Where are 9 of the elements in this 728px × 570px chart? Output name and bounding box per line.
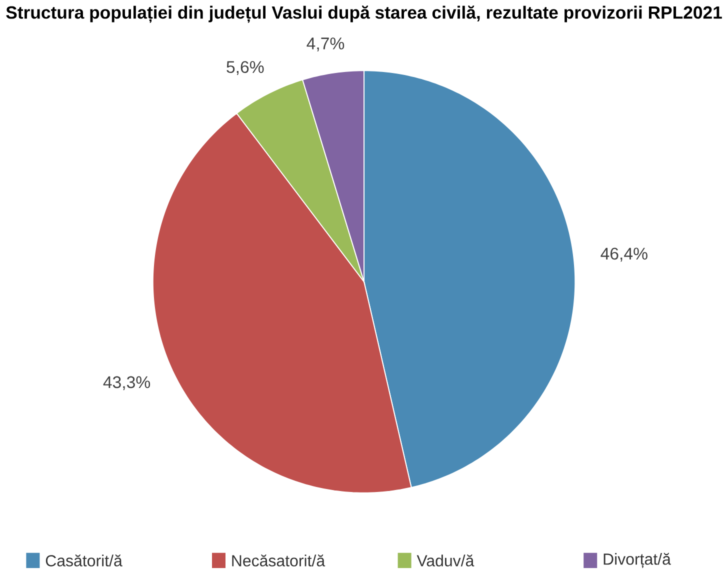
data-label: 43,3% [103,376,150,390]
legend-label: Casătorit/ă [46,554,122,567]
legend-label: Vaduv/ă [416,554,474,567]
chart-title: Structura populației din județul Vaslui după starea civilă, rezultate provizorii RPL2021 [6,6,722,23]
data-label: 4,7% [306,38,344,52]
legend-label: Divorțat/ă [604,552,671,568]
data-label: 5,6% [226,61,264,76]
legend-label: Necăsatorit/ă [232,554,326,567]
data-label: 46,4% [600,248,648,262]
